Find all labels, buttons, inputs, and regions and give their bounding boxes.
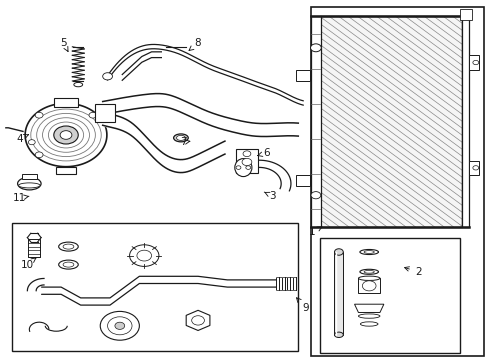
Bar [468, 161, 478, 175]
Ellipse shape [19, 183, 40, 188]
Circle shape [115, 322, 124, 329]
Circle shape [60, 131, 72, 139]
Circle shape [35, 112, 43, 118]
Circle shape [236, 166, 241, 170]
Bar [236, 149, 257, 173]
Ellipse shape [18, 177, 41, 190]
Bar [310, 16, 321, 227]
Circle shape [54, 126, 78, 144]
Bar [468, 55, 478, 70]
Circle shape [28, 140, 35, 145]
Ellipse shape [334, 332, 343, 338]
Bar [295, 70, 309, 81]
Bar [54, 98, 78, 107]
Circle shape [243, 151, 250, 157]
Text: 10: 10 [20, 258, 36, 270]
Bar [320, 238, 459, 353]
Text: 4: 4 [16, 134, 28, 144]
Ellipse shape [359, 249, 378, 255]
Bar [56, 167, 76, 174]
Text: 1: 1 [308, 227, 321, 237]
Polygon shape [186, 310, 209, 330]
Bar [459, 9, 471, 20]
Ellipse shape [364, 270, 373, 273]
Polygon shape [25, 103, 107, 167]
Polygon shape [354, 304, 383, 312]
Text: 7: 7 [180, 137, 189, 147]
Circle shape [100, 311, 139, 340]
Bar [320, 16, 461, 227]
Ellipse shape [63, 244, 74, 249]
Bar [21, 174, 37, 179]
Bar [295, 175, 309, 186]
Ellipse shape [358, 314, 379, 318]
Text: 9: 9 [296, 298, 308, 313]
Ellipse shape [362, 281, 375, 291]
Ellipse shape [59, 260, 78, 269]
Bar [358, 278, 379, 293]
Circle shape [137, 250, 151, 261]
Text: 11: 11 [13, 193, 29, 203]
Circle shape [35, 152, 43, 158]
Text: 6: 6 [257, 148, 269, 158]
Bar [334, 252, 343, 335]
Circle shape [245, 166, 250, 170]
Ellipse shape [176, 135, 185, 140]
Circle shape [129, 245, 159, 266]
Text: 5: 5 [60, 38, 68, 51]
Ellipse shape [74, 82, 82, 87]
Ellipse shape [358, 276, 379, 280]
Bar [320, 16, 461, 227]
Bar [12, 223, 298, 351]
Text: 3: 3 [264, 191, 276, 201]
Ellipse shape [59, 242, 78, 251]
Circle shape [102, 73, 112, 80]
Circle shape [472, 60, 478, 65]
Ellipse shape [173, 134, 188, 142]
Ellipse shape [234, 159, 251, 177]
Bar [95, 104, 115, 122]
Bar [28, 239, 40, 257]
Ellipse shape [334, 249, 343, 255]
Ellipse shape [63, 262, 74, 267]
Circle shape [89, 112, 97, 118]
Bar [310, 7, 483, 356]
Circle shape [472, 166, 478, 170]
Circle shape [310, 192, 320, 199]
Circle shape [107, 317, 132, 335]
Text: 2: 2 [404, 267, 421, 277]
Text: 8: 8 [189, 38, 201, 50]
Bar [461, 16, 468, 227]
Ellipse shape [359, 269, 378, 274]
Ellipse shape [364, 251, 373, 253]
Ellipse shape [360, 322, 377, 326]
Circle shape [242, 158, 251, 166]
Circle shape [310, 44, 321, 52]
Circle shape [191, 316, 204, 325]
